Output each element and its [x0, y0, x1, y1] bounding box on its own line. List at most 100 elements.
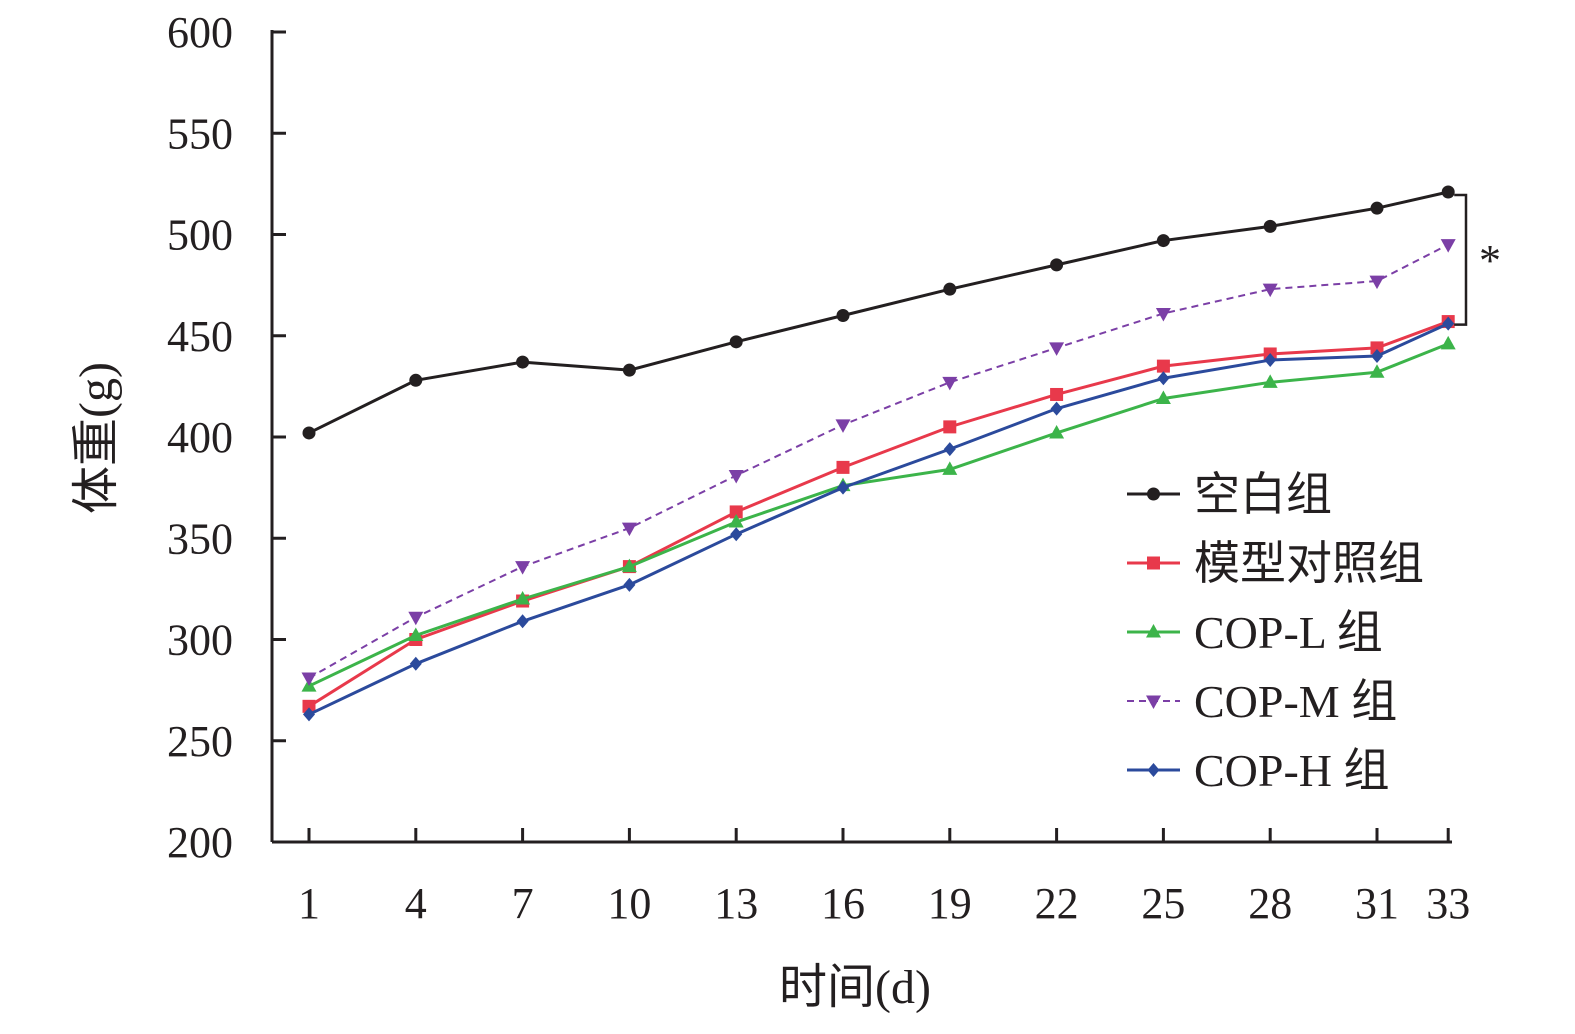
legend-label: COP-L 组: [1194, 607, 1383, 658]
data-point: [1369, 275, 1385, 290]
data-point: [1050, 401, 1063, 416]
data-point: [621, 522, 637, 537]
data-point: [943, 282, 957, 296]
y-tick-label: 200: [167, 818, 233, 867]
data-point: [730, 527, 743, 542]
legend-item: 模型对照组: [1127, 538, 1424, 589]
data-point: [1442, 316, 1455, 331]
y-tick-label: 250: [167, 717, 233, 766]
series-2: [301, 335, 1456, 692]
axes: 200 250 300 350 400 450 500 550 600 1 4 7 10 13 16 19 22…: [70, 8, 1470, 1014]
x-tick-label: 25: [1141, 879, 1185, 928]
data-point: [1263, 219, 1277, 233]
significance-annotation: *: [1454, 193, 1501, 326]
y-tick-label: 500: [167, 211, 233, 260]
data-point: [1050, 387, 1064, 401]
data-point: [837, 480, 849, 495]
y-tick-label: 550: [167, 109, 233, 158]
legend-item: COP-M 组: [1127, 676, 1397, 727]
data-point: [1155, 307, 1171, 322]
data-point: [408, 627, 424, 641]
data-point: [943, 420, 957, 434]
data-point: [1262, 283, 1278, 298]
data-point: [1049, 342, 1065, 356]
series-0: [302, 185, 1455, 440]
data-point: [729, 505, 743, 519]
y-axis-title: 体重(g): [70, 362, 123, 514]
series-4: [303, 316, 1455, 722]
x-tick-label: 22: [1035, 879, 1079, 928]
x-tick-label: 4: [405, 879, 427, 928]
legend-marker: [1147, 487, 1160, 501]
data-point: [1157, 371, 1170, 386]
data-point: [1050, 258, 1064, 272]
data-point: [623, 577, 636, 592]
data-point: [621, 558, 637, 573]
data-point: [835, 419, 851, 433]
data-point: [836, 460, 850, 474]
legend-label: 模型对照组: [1194, 538, 1424, 589]
x-axis-title: 时间(d): [779, 961, 931, 1014]
data-point: [943, 442, 956, 457]
data-point: [1156, 234, 1170, 248]
data-point: [516, 614, 529, 629]
data-point: [409, 373, 423, 387]
series-line: [308, 320, 1449, 708]
x-tick-label: 31: [1355, 879, 1399, 928]
legend-label: COP-H 组: [1194, 745, 1390, 796]
data-point: [1441, 185, 1455, 199]
data-point: [515, 591, 531, 605]
data-point: [1262, 374, 1278, 388]
data-point: [622, 363, 636, 377]
series-line: [308, 190, 1449, 435]
data-point: [408, 611, 424, 626]
data-point: [302, 699, 316, 713]
data-point: [1264, 353, 1277, 368]
data-point: [303, 707, 315, 722]
data-point: [1371, 349, 1383, 363]
data-point: [301, 672, 317, 686]
data-point: [409, 656, 422, 671]
significance-bracket: [1454, 193, 1468, 326]
data-point: [1155, 390, 1171, 405]
data-point: [1370, 341, 1384, 355]
data-point: [1049, 424, 1065, 439]
legend-item: COP-L 组: [1127, 607, 1383, 658]
data-point: [302, 426, 316, 440]
legend-label: COP-M 组: [1194, 676, 1397, 727]
series-3: [301, 239, 1456, 686]
series-1: [302, 315, 1455, 713]
data-point: [1440, 239, 1456, 253]
legend-marker: [1146, 624, 1161, 638]
legend-marker: [1147, 763, 1160, 777]
data-point: [1369, 364, 1385, 378]
y-tick-label: 400: [167, 413, 233, 462]
data-point: [728, 469, 744, 484]
y-tick-label: 600: [167, 8, 233, 57]
x-tick-label: 19: [928, 879, 972, 928]
legend-marker: [1146, 695, 1161, 709]
y-tick-label: 350: [167, 514, 233, 563]
legend-label: 空白组: [1194, 469, 1332, 520]
data-point: [729, 335, 743, 349]
significance-star: *: [1479, 236, 1501, 285]
x-tick-label: 1: [298, 879, 320, 928]
series-lines: [301, 185, 1456, 722]
legend-marker: [1147, 556, 1160, 570]
data-point: [836, 309, 850, 322]
x-tick-label: 7: [512, 879, 534, 928]
x-tick-label: 33: [1426, 879, 1470, 928]
data-point: [942, 376, 958, 391]
x-tick-label: 28: [1248, 879, 1292, 928]
data-point: [942, 461, 958, 475]
x-tick-label: 10: [607, 879, 651, 928]
y-tick-label: 300: [167, 616, 233, 665]
data-point: [1156, 359, 1170, 373]
x-tick-label: 13: [714, 879, 758, 928]
data-point: [516, 355, 530, 369]
data-point: [1440, 335, 1456, 350]
legend-item: 空白组: [1127, 469, 1332, 520]
legend-item: COP-H 组: [1127, 745, 1390, 796]
series-line: [308, 322, 1449, 716]
